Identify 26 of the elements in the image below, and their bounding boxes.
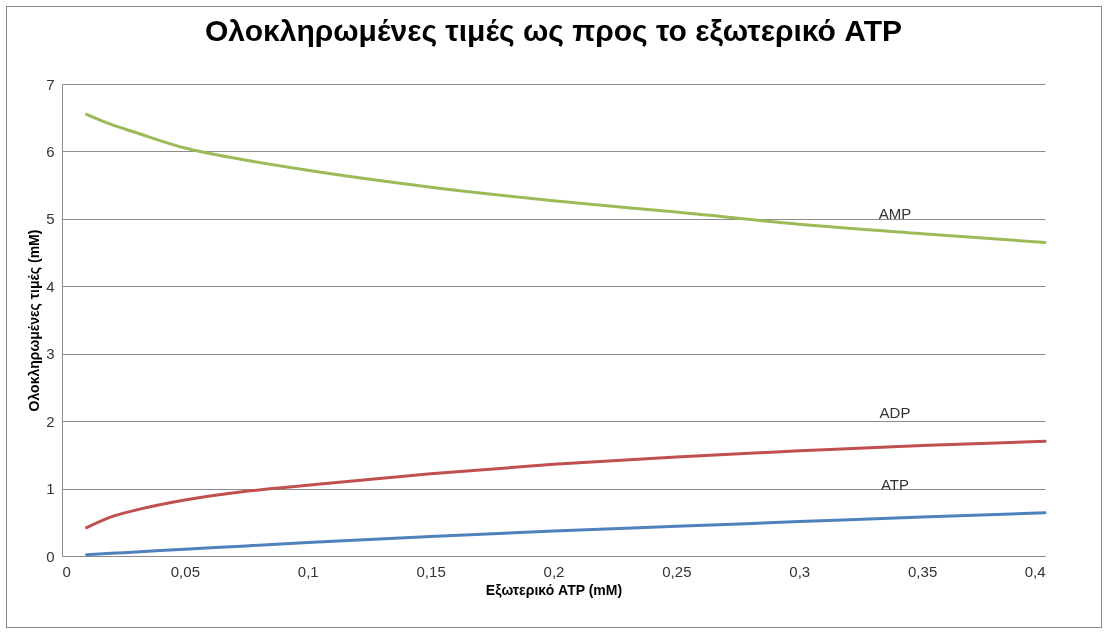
series-label: ADP (879, 404, 911, 422)
x-tick-label: 0,05 (170, 562, 200, 580)
series-label: ATP (880, 475, 910, 493)
x-tick-label: 0,4 (1024, 562, 1046, 580)
x-axis-title: Εξωτερικό ATP (mM) (485, 581, 623, 598)
y-tick-label: 3 (46, 345, 55, 363)
line-series (85, 511, 1047, 557)
y-tick-label: 6 (46, 142, 55, 160)
y-tick-label: 7 (46, 75, 55, 93)
x-tick-label: 0,1 (297, 562, 319, 580)
x-tick-label: 0,25 (662, 562, 692, 580)
y-tick-label: 1 (46, 480, 55, 498)
series-label: AMP (878, 205, 912, 223)
y-tick-label: 2 (46, 412, 55, 430)
line-series (85, 112, 1047, 244)
x-tick-label: 0 (62, 562, 71, 580)
x-tick-label: 0,35 (908, 562, 938, 580)
line-series (85, 439, 1047, 530)
chart-title: Ολοκληρωμένες τιμές ως προς το εξωτερικό ATP (205, 14, 902, 47)
x-tick-label: 0,2 (543, 562, 565, 580)
y-tick-label: 4 (46, 277, 55, 295)
x-tick-label: 0,15 (416, 562, 446, 580)
y-tick-label: 0 (46, 547, 55, 565)
y-axis-title: Ολοκληρωμένες τιμές (mM) (26, 229, 43, 412)
x-tick-label: 0,3 (789, 562, 811, 580)
y-tick-label: 5 (46, 210, 55, 228)
